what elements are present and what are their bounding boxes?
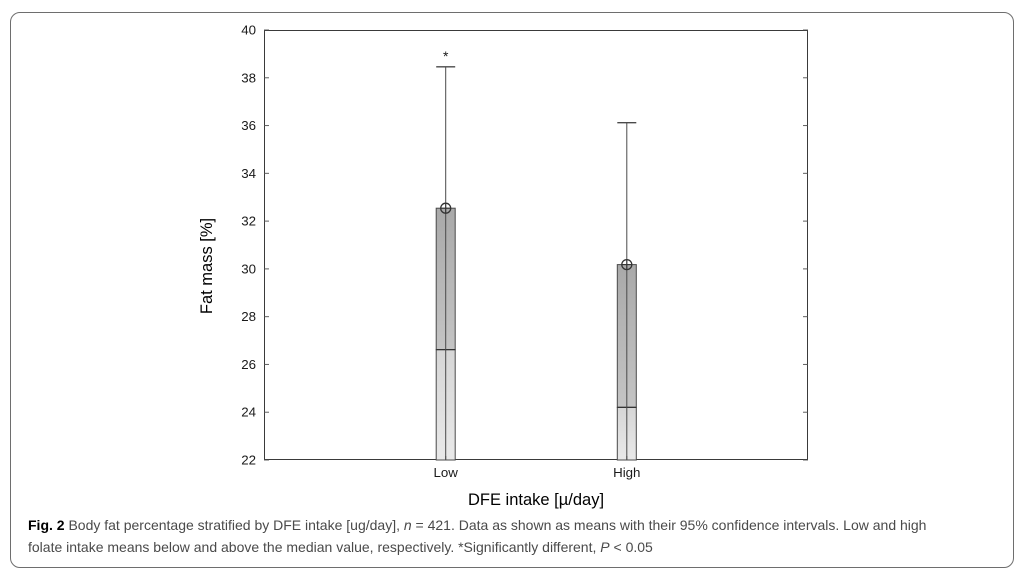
svg-text:26: 26: [241, 357, 256, 372]
svg-text:36: 36: [241, 118, 256, 133]
svg-text:30: 30: [241, 261, 256, 276]
svg-text:*: *: [443, 48, 449, 64]
svg-text:24: 24: [241, 405, 256, 420]
svg-text:Low: Low: [433, 465, 458, 480]
svg-text:DFE intake [µ/day]: DFE intake [µ/day]: [468, 491, 604, 509]
svg-text:28: 28: [241, 309, 256, 324]
svg-text:Fat mass [%]: Fat mass [%]: [198, 218, 216, 314]
svg-text:34: 34: [241, 166, 256, 181]
svg-text:32: 32: [241, 214, 256, 229]
svg-text:High: High: [613, 465, 640, 480]
svg-text:38: 38: [241, 70, 256, 85]
svg-text:22: 22: [241, 453, 256, 468]
svg-text:40: 40: [241, 23, 256, 38]
